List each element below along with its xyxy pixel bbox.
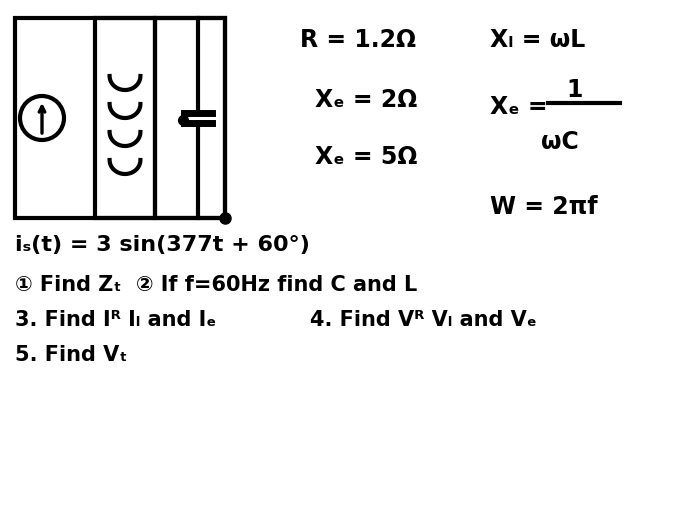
Text: 5. Find Vₜ: 5. Find Vₜ <box>15 345 127 365</box>
Text: 4. Find Vᴿ Vₗ and Vₑ: 4. Find Vᴿ Vₗ and Vₑ <box>310 310 537 330</box>
Text: 1: 1 <box>567 78 583 102</box>
Bar <box>15 18 225 218</box>
Text: R = 1.2Ω: R = 1.2Ω <box>300 28 416 52</box>
Text: ωC: ωC <box>541 130 579 154</box>
Text: Xₑ =: Xₑ = <box>490 95 547 119</box>
Text: W = 2πf: W = 2πf <box>490 195 598 219</box>
Text: iₛ(t) = 3 sin(377t + 60°): iₛ(t) = 3 sin(377t + 60°) <box>15 235 310 255</box>
Bar <box>95 18 155 218</box>
Text: ① Find Zₜ  ② If f=60Hz find C and L: ① Find Zₜ ② If f=60Hz find C and L <box>15 275 417 295</box>
Bar <box>155 18 225 218</box>
Text: Xₑ = 5Ω: Xₑ = 5Ω <box>315 145 417 169</box>
Text: Xₗ = ωL: Xₗ = ωL <box>490 28 585 52</box>
Text: 3. Find Iᴿ Iₗ and Iₑ: 3. Find Iᴿ Iₗ and Iₑ <box>15 310 216 330</box>
Text: Xₑ = 2Ω: Xₑ = 2Ω <box>315 88 417 112</box>
